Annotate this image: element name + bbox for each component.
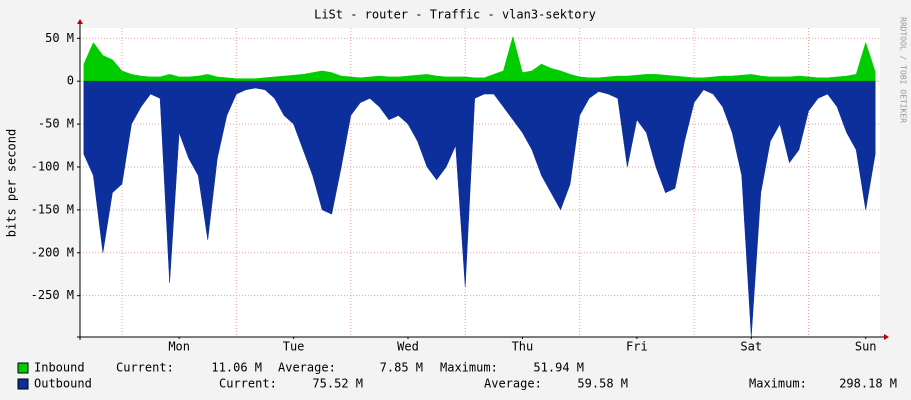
y-tick-label: -150 M: [31, 202, 74, 216]
legend-label: Inbound: [34, 361, 85, 375]
stat-value: 11.06 M: [211, 361, 262, 375]
y-tick-label: -200 M: [31, 245, 74, 259]
stat-value: 51.94 M: [533, 361, 584, 375]
stat-value: 59.58 M: [577, 377, 628, 391]
area: [83, 80, 876, 338]
legend-swatch: [17, 362, 29, 374]
x-axis-arrow: [884, 334, 889, 340]
areas: [83, 35, 876, 338]
x-tick-label: Thu: [512, 340, 534, 354]
y-axis-arrow: [77, 19, 83, 24]
legend: Inbound Current: 11.06 M Average: 7.85 M Maxi…: [17, 361, 897, 391]
legend-swatch: [17, 378, 29, 390]
chart-title: LiSt - router - Traffic - vlan3-sektory: [314, 8, 596, 22]
y-tick-label: -50 M: [38, 117, 74, 131]
y-tick-label: -250 M: [31, 288, 74, 302]
stat-value: 298.18 M: [839, 377, 897, 391]
side-text: RRDTOOL / TOBI OETIKER: [899, 17, 908, 123]
area: [83, 35, 876, 82]
legend-label: Outbound: [34, 377, 92, 391]
axes: [77, 19, 889, 340]
stat-label: Current:: [116, 361, 174, 375]
x-tick-label: Sun: [855, 340, 877, 354]
x-tick-label: Sat: [740, 340, 762, 354]
y-tick-label: -100 M: [31, 159, 74, 173]
stat-value: 75.52 M: [312, 377, 363, 391]
stat-value: 7.85 M: [380, 361, 423, 375]
stat-label: Maximum:: [440, 361, 498, 375]
x-tick-label: Fri: [626, 340, 648, 354]
stat-label: Current:: [219, 377, 277, 391]
stat-label: Maximum:: [749, 377, 807, 391]
x-tick-label: Tue: [283, 340, 305, 354]
y-axis-label: bits per second: [5, 129, 19, 237]
y-tick-label: 50 M: [45, 31, 74, 45]
stat-label: Average:: [278, 361, 336, 375]
x-tick-label: Wed: [397, 340, 419, 354]
y-tick-label: 0: [67, 74, 74, 88]
stat-label: Average:: [484, 377, 542, 391]
x-tick-label: Mon: [168, 340, 190, 354]
